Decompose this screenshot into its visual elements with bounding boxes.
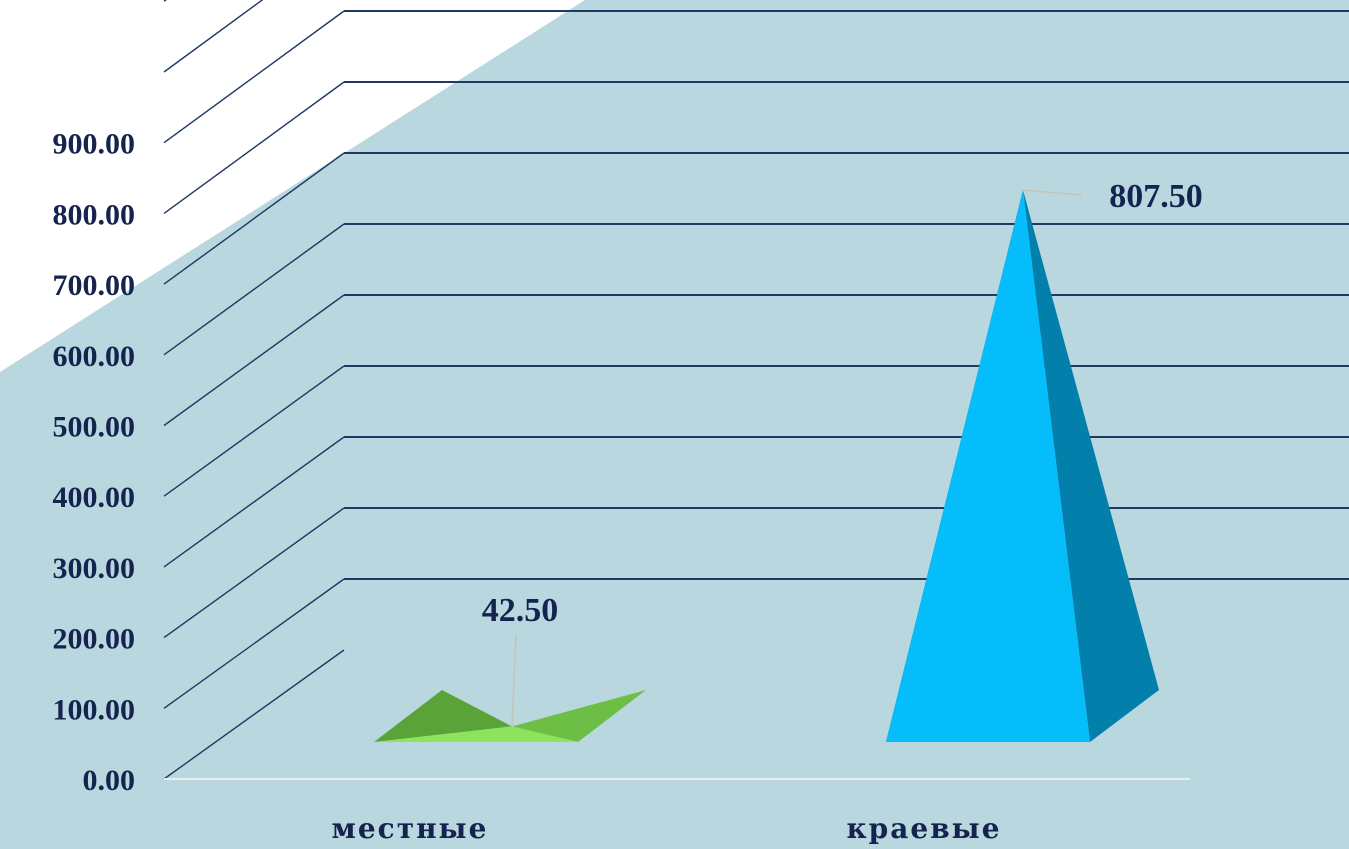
y-tick-label: 800.00 <box>53 198 136 231</box>
y-tick-label: 600.00 <box>53 340 136 373</box>
data-label: 807.50 <box>1109 178 1203 215</box>
x-tick-label: местные <box>332 812 489 845</box>
depth-gridline <box>163 223 345 356</box>
depth-gridline <box>163 365 345 497</box>
pyramid-местные <box>374 633 646 742</box>
x-tick-label: краевые <box>846 812 1001 845</box>
y-tick-label: 900.00 <box>53 128 136 161</box>
y-tick-label: 200.00 <box>53 623 136 656</box>
value-leader-line <box>511 633 517 727</box>
depth-gridline <box>163 578 345 709</box>
labels: 0.00 100.00 200.00 300.00 400.00 500.00 600.00… <box>53 128 1203 845</box>
y-tick-label: 400.00 <box>53 481 136 514</box>
depth-gridline <box>163 649 345 780</box>
bars <box>374 189 1159 743</box>
value-leader-line <box>1022 189 1083 196</box>
depth-gridline <box>163 10 345 144</box>
y-tick-label: 0.00 <box>83 764 136 797</box>
pyramid-side-face <box>1023 190 1159 743</box>
pyramid-front-face <box>886 190 1090 743</box>
depth-gridline <box>163 0 264 73</box>
data-label: 42.50 <box>482 592 559 629</box>
depth-gridline <box>163 81 345 214</box>
depth-gridline <box>163 294 345 427</box>
y-tick-label: 300.00 <box>53 552 136 585</box>
y-tick-label: 500.00 <box>53 411 136 444</box>
y-tick-label: 100.00 <box>53 693 136 726</box>
y-tick-label: 700.00 <box>53 269 136 302</box>
gridlines <box>163 0 1349 780</box>
depth-gridline <box>163 436 345 568</box>
pyramid-side-face <box>512 690 646 742</box>
pyramid-краевые <box>886 189 1159 743</box>
pyramid-front-face <box>374 726 578 742</box>
pyramid-back-face <box>374 690 512 742</box>
depth-gridline <box>163 507 345 639</box>
depth-gridline <box>163 152 345 285</box>
